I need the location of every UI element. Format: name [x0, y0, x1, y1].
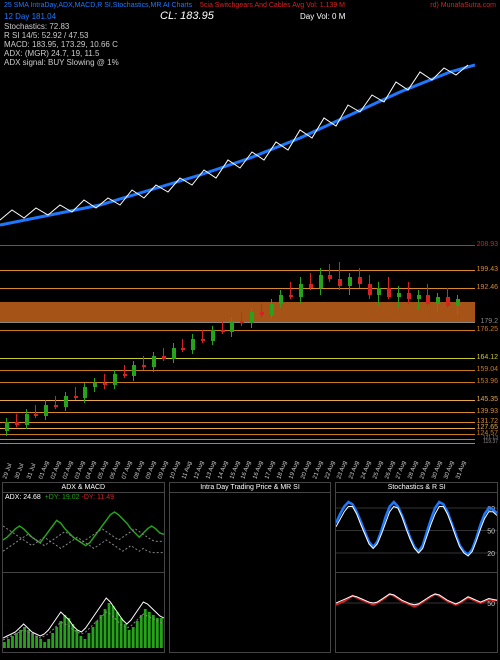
- header-right: rd) MunafaSutra.com: [430, 2, 496, 9]
- stoch-subchart: 805020: [336, 492, 497, 572]
- candle: [34, 414, 38, 416]
- candle: [44, 405, 48, 416]
- svg-text:50: 50: [488, 529, 496, 536]
- candle: [260, 312, 264, 314]
- price-level: 164.12: [477, 354, 498, 361]
- adx-subchart: ADX: 24.68 +DY: 19.02 -DY: 11.49: [3, 492, 164, 572]
- candle: [64, 396, 68, 407]
- adx-label: ADX: (MGR) 24.7, 19, 11.5: [4, 49, 99, 58]
- price-level: 199.43: [477, 266, 498, 273]
- candle: [377, 288, 381, 295]
- candle: [181, 348, 185, 350]
- intraday-empty: [170, 492, 331, 652]
- macd-label: MACD: 183.95, 173.29, 10.66 C: [4, 40, 118, 49]
- candle: [407, 293, 411, 300]
- candle: [289, 295, 293, 297]
- candle: [309, 284, 313, 288]
- svg-text:20: 20: [488, 551, 496, 558]
- close-price: CL: 183.95: [160, 10, 214, 22]
- date-axis: 29 Jul30 Jul31 Jul01 Aug02 Aug02 Aug03 A…: [0, 440, 500, 480]
- candle: [123, 374, 127, 376]
- stoch-rsi-panel: Stochastics & R SI 805020 50: [335, 482, 498, 653]
- price-level: 139.93: [477, 408, 498, 415]
- candle: [221, 330, 225, 332]
- candle: [172, 348, 176, 359]
- candle: [230, 321, 234, 332]
- candle: [328, 275, 332, 279]
- candle: [83, 387, 87, 398]
- candle: [142, 365, 146, 367]
- price-level: 179.2: [480, 318, 498, 325]
- candle: [162, 356, 166, 358]
- svg-text:50: 50: [488, 601, 496, 608]
- candle: [358, 277, 362, 284]
- candle: [446, 297, 450, 306]
- price-level: 208.93: [477, 241, 498, 248]
- candle: [15, 422, 19, 424]
- macd-subchart: [3, 572, 164, 652]
- intraday-panel: Intra Day Trading Price & MR SI: [169, 482, 332, 653]
- candle: [250, 312, 254, 323]
- candle: [436, 297, 440, 304]
- candle: [417, 295, 421, 299]
- panel2-title: Intra Day Trading Price & MR SI: [170, 483, 331, 492]
- candle: [5, 422, 9, 431]
- candle: [348, 277, 352, 286]
- price-level: 159.04: [477, 366, 498, 373]
- candle: [191, 339, 195, 350]
- chart-header: 25 SMA IntraDay,ADX,MACD,R SI,Stochastic…: [0, 0, 500, 60]
- price-level: 192.46: [477, 284, 498, 291]
- rsi-label: R SI 14/5: 52.92 / 47.53: [4, 31, 89, 40]
- candle: [338, 279, 342, 286]
- rsi-subchart: 50: [336, 572, 497, 652]
- candle: [426, 295, 430, 304]
- panel1-title: ADX & MACD: [3, 483, 164, 492]
- indicator-panels: ADX & MACD ADX: 24.68 +DY: 19.02 -DY: 11…: [0, 480, 500, 655]
- candle: [397, 293, 401, 297]
- candle: [152, 356, 156, 367]
- day12-label: 12 Day 181.04: [4, 12, 56, 21]
- price-level: 145.35: [477, 396, 498, 403]
- candle: [201, 339, 205, 341]
- candle: [113, 374, 117, 385]
- price-level: 153.96: [477, 378, 498, 385]
- candlestick-chart: 208.93 199.43 192.46 176.25179.2 164.12 159.0…: [0, 240, 500, 440]
- candle: [270, 304, 274, 315]
- candle: [456, 299, 460, 306]
- candle: [93, 383, 97, 387]
- candle: [368, 284, 372, 295]
- candle: [387, 288, 391, 297]
- candle: [132, 365, 136, 376]
- header-left: 25 SMA IntraDay,ADX,MACD,R SI,Stochastic…: [4, 2, 192, 9]
- adx-values: ADX: 24.68 +DY: 19.02 -DY: 11.49: [5, 494, 114, 501]
- panel3-title: Stochastics & R SI: [336, 483, 497, 492]
- header-mid: 5cia Switchgears And Cables Avg Vol: 1.1…: [200, 2, 345, 9]
- candle: [25, 414, 29, 425]
- candle: [103, 383, 107, 385]
- candle: [279, 295, 283, 304]
- stoch-label: Stochastics: 72.83: [4, 22, 69, 31]
- candle: [299, 284, 303, 297]
- candle: [74, 396, 78, 398]
- adx-macd-panel: ADX & MACD ADX: 24.68 +DY: 19.02 -DY: 11…: [2, 482, 165, 653]
- candle: [319, 275, 323, 288]
- candle: [211, 330, 215, 341]
- price-level: 176.25: [477, 326, 498, 333]
- line-chart: [0, 60, 500, 240]
- candle: [54, 405, 58, 407]
- day-vol: Day Vol: 0 M: [300, 12, 345, 21]
- candle: [240, 321, 244, 323]
